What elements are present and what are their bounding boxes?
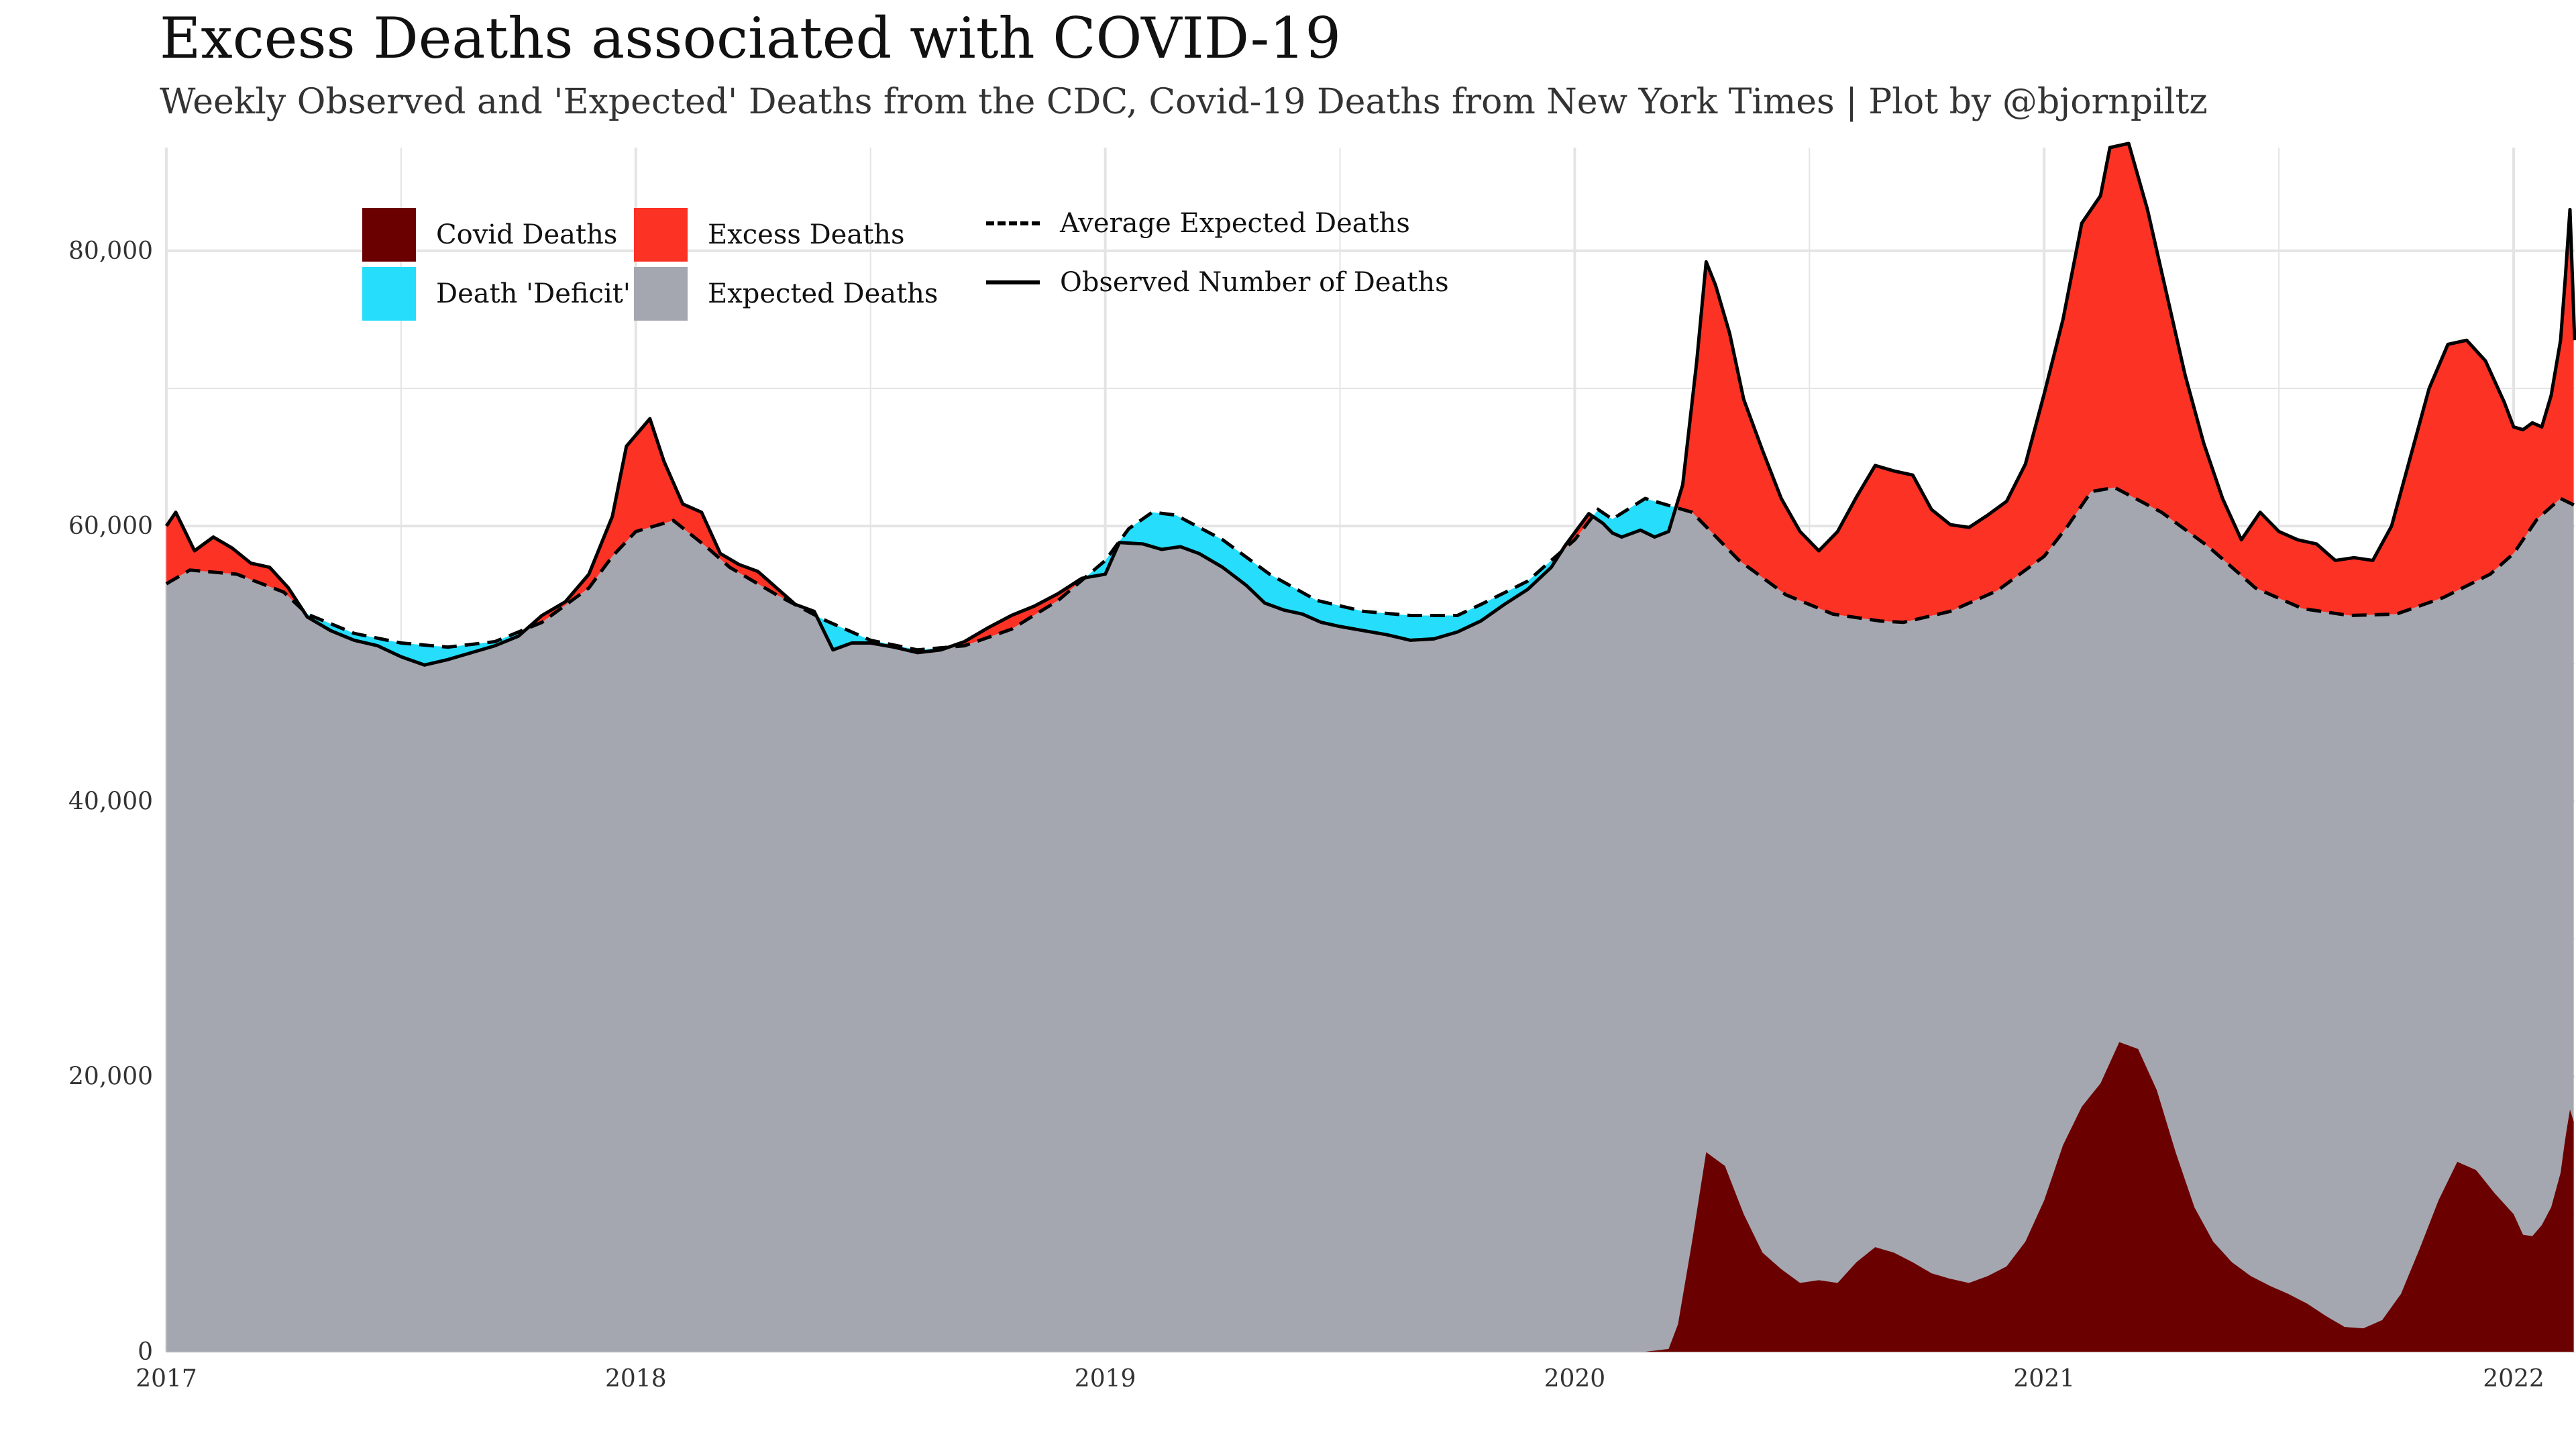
legend-avg-expected-label: Average Expected Deaths xyxy=(1060,208,1410,239)
legend-expected: Expected Deaths xyxy=(634,267,938,321)
y-tick-label: 60,000 xyxy=(68,513,153,540)
legend: Covid Deaths Excess Deaths Average Expec… xyxy=(362,208,1462,329)
legend-expected-label: Expected Deaths xyxy=(708,278,938,309)
excess-deaths-area xyxy=(166,143,2574,650)
expected-deaths-area xyxy=(166,487,2574,1352)
chart-title: Excess Deaths associated with COVID-19 xyxy=(160,5,1341,71)
y-tick-label: 40,000 xyxy=(68,788,153,815)
x-tick-label: 2022 xyxy=(2483,1365,2544,1393)
legend-covid-label: Covid Deaths xyxy=(436,219,618,250)
legend-observed-label: Observed Number of Deaths xyxy=(1060,267,1449,298)
x-tick-label: 2019 xyxy=(1075,1365,1136,1393)
covid-deaths-area xyxy=(166,1042,2574,1352)
legend-deficit-label: Death 'Deficit' xyxy=(436,278,631,309)
expected-swatch xyxy=(634,267,688,321)
y-tick-label: 20,000 xyxy=(68,1063,153,1091)
dashed-line-key xyxy=(986,221,1040,225)
area-fills xyxy=(166,143,2574,1352)
excess-swatch xyxy=(634,208,688,262)
legend-avg-expected: Average Expected Deaths xyxy=(986,208,1410,239)
death-deficit-area xyxy=(166,487,2574,665)
series-lines xyxy=(164,142,2576,667)
legend-observed: Observed Number of Deaths xyxy=(986,267,1449,298)
legend-excess: Excess Deaths xyxy=(634,208,905,262)
y-tick-label: 80,000 xyxy=(68,237,153,265)
x-tick-label: 2017 xyxy=(136,1365,197,1393)
avg-expected-line xyxy=(165,486,2576,652)
chart-subtitle: Weekly Observed and 'Expected' Deaths fr… xyxy=(160,82,2208,122)
covid-swatch xyxy=(362,208,416,262)
y-tick-label: 0 xyxy=(138,1338,153,1366)
x-tick-label: 2021 xyxy=(2013,1365,2075,1393)
observed-deaths-line xyxy=(164,142,2576,667)
legend-covid: Covid Deaths xyxy=(362,208,617,262)
legend-excess-label: Excess Deaths xyxy=(708,219,905,250)
solid-line-key xyxy=(986,280,1040,284)
axis-labels: 0 20,000 40,000 60,000 80,000 2017 2018 2019 202… xyxy=(68,237,2544,1393)
legend-deficit: Death 'Deficit' xyxy=(362,267,631,321)
x-tick-label: 2020 xyxy=(1544,1365,1606,1393)
x-tick-label: 2018 xyxy=(605,1365,667,1393)
deficit-swatch xyxy=(362,267,416,321)
